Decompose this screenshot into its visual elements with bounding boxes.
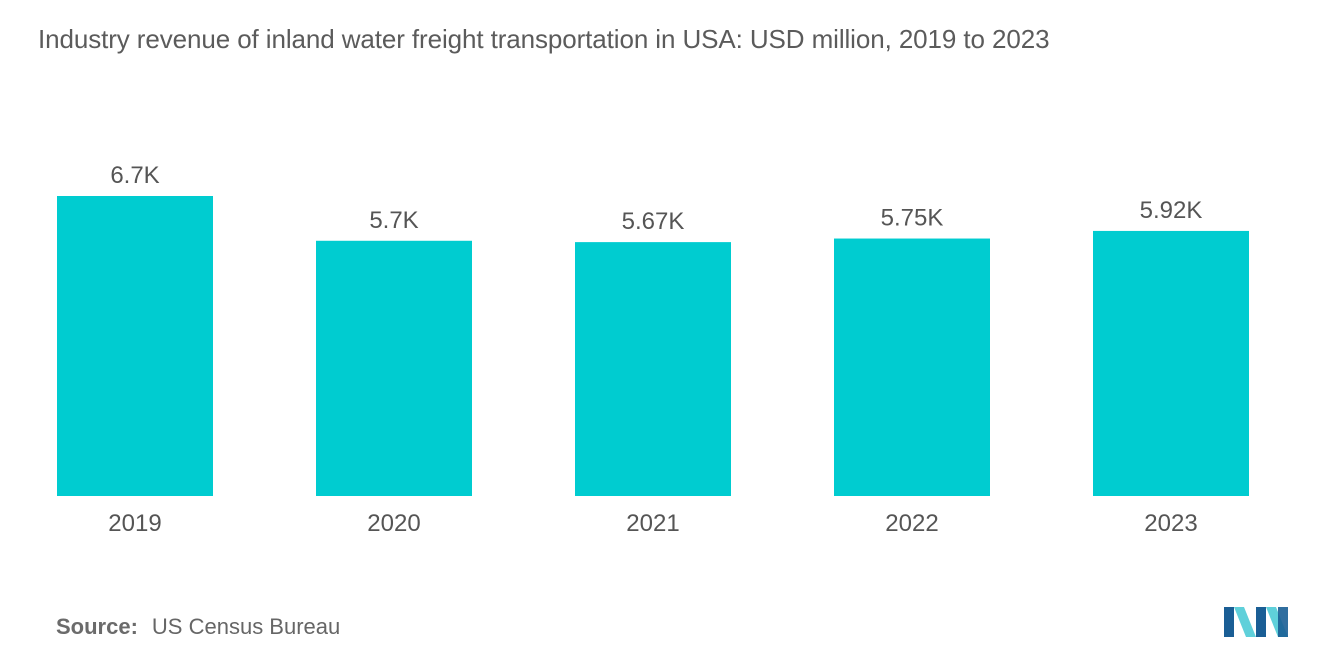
bar-chart: 6.7K 2019 5.7K 2020 5.67K 2021 5.75K 2022 5.92K 2…	[57, 162, 1249, 537]
data-label-2023: 5.92K	[1140, 197, 1203, 224]
data-label-2021: 5.67K	[622, 208, 685, 235]
data-label-2019: 6.7K	[110, 162, 159, 189]
x-tick-label-2019: 2019	[108, 510, 161, 537]
bar-2022	[834, 238, 990, 497]
source-label: Source:	[56, 614, 138, 639]
x-tick-label-2020: 2020	[367, 510, 420, 537]
x-tick-label-2023: 2023	[1144, 510, 1197, 537]
bar-2023	[1093, 230, 1249, 497]
bar-2021	[575, 242, 731, 496]
source-note: Source: US Census Bureau	[56, 614, 340, 640]
x-tick-label-2022: 2022	[885, 510, 938, 537]
mordor-logo-icon	[1224, 607, 1288, 637]
bar-2020	[316, 240, 472, 496]
x-tick-label-2021: 2021	[626, 510, 679, 537]
data-label-2022: 5.75K	[881, 205, 944, 232]
source-value: US Census Bureau	[151, 614, 341, 639]
data-label-2020: 5.7K	[369, 207, 418, 234]
bar-2019	[57, 196, 213, 496]
chart-title: Industry revenue of inland water freight…	[38, 24, 1050, 54]
